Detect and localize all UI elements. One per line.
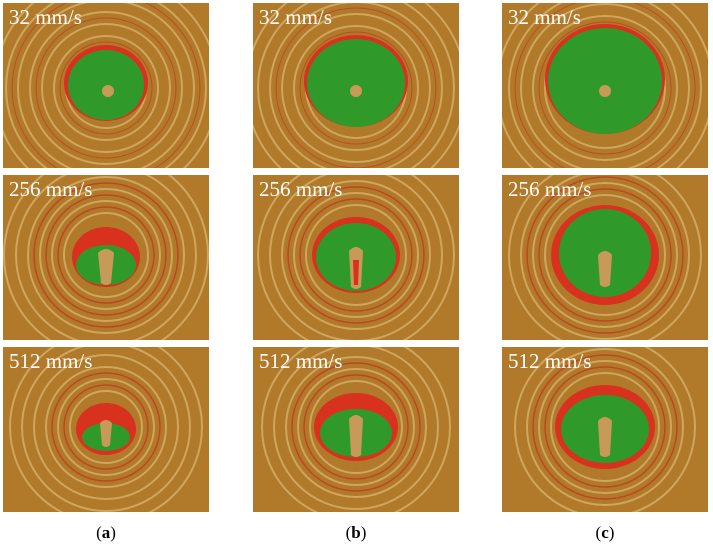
micrograph-image: [253, 3, 459, 168]
micrograph-image: [3, 347, 209, 512]
speed-label: 512 mm/s: [259, 349, 343, 373]
micrograph-image: [3, 175, 209, 340]
panel-b-32: 32 mm/s: [253, 3, 459, 168]
caption-c: (c): [595, 523, 615, 542]
panel-b-256: 256 mm/s: [253, 175, 459, 340]
panel-a-32: 32 mm/s: [3, 3, 209, 168]
speed-label: 32 mm/s: [508, 5, 581, 29]
speed-label: 32 mm/s: [9, 5, 82, 29]
caption-a: (a): [96, 523, 116, 542]
micrograph-image: [253, 175, 459, 340]
speed-label: 32 mm/s: [259, 5, 332, 29]
micrograph-image: [502, 175, 708, 340]
speed-label: 256 mm/s: [259, 177, 343, 201]
micrograph-image: [3, 3, 209, 168]
speed-label: 256 mm/s: [508, 177, 592, 201]
micrograph-image: [502, 3, 708, 168]
micrograph-image: [502, 347, 708, 512]
panel-c-256: 256 mm/s: [502, 175, 708, 340]
panel-a-512: 512 mm/s: [3, 347, 209, 512]
panel-c-512: 512 mm/s: [502, 347, 708, 512]
panel-b-512: 512 mm/s: [253, 347, 459, 512]
speed-label: 256 mm/s: [9, 177, 93, 201]
speed-label: 512 mm/s: [508, 349, 592, 373]
caption-b: (b): [345, 523, 367, 542]
panel-a-256: 256 mm/s: [3, 175, 209, 340]
speed-label: 512 mm/s: [9, 349, 93, 373]
micrograph-image: [253, 347, 459, 512]
panel-c-32: 32 mm/s: [502, 3, 708, 168]
